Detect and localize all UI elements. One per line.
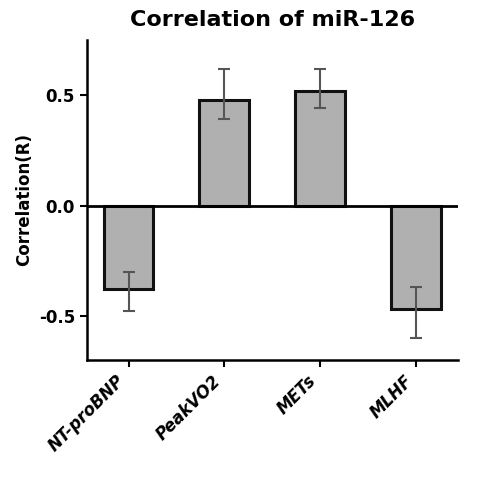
Bar [295,91,345,206]
Bar [391,206,441,309]
Y-axis label: Correlation(R): Correlation(R) [15,134,33,266]
Bar [200,100,249,206]
Bar [104,206,153,290]
Title: Correlation of miR-126: Correlation of miR-126 [130,10,415,30]
